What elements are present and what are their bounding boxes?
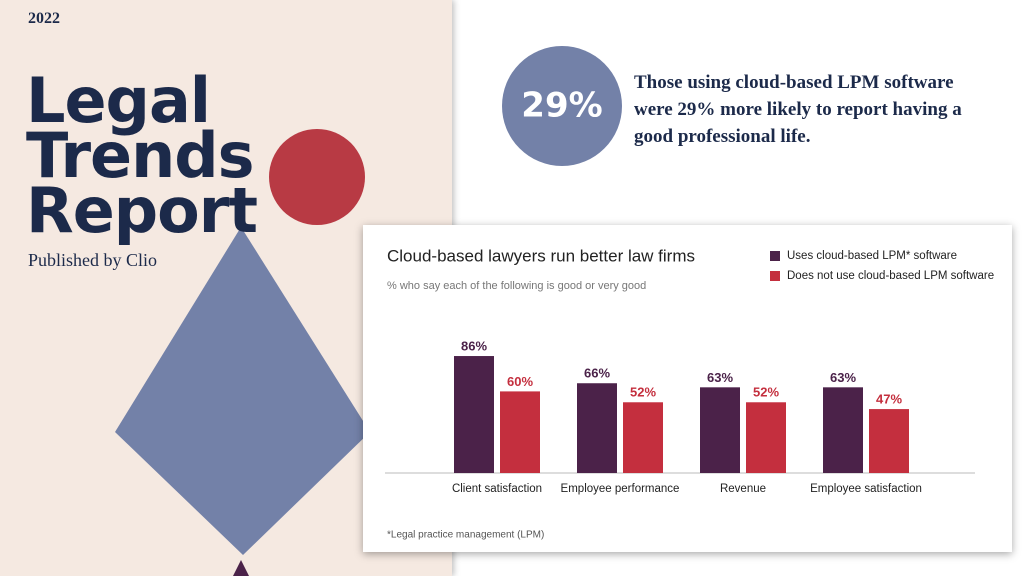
value-label: 63% [707, 370, 733, 385]
footnote: *Legal practice management (LPM) [387, 530, 544, 541]
x-tick-label: Revenue [720, 483, 766, 495]
x-tick-label: Employee performance [561, 483, 680, 495]
value-label: 47% [876, 392, 902, 407]
chart-subtitle: % who say each of the following is good … [387, 280, 646, 292]
bar [500, 391, 540, 473]
legend-swatch [770, 251, 780, 261]
chart: Cloud-based lawyers run better law firms… [385, 246, 994, 541]
title-line: Trends [26, 119, 255, 192]
value-label: 86% [461, 338, 487, 353]
bar [623, 402, 663, 473]
legend-label: Does not use cloud-based LPM software [787, 270, 994, 282]
x-tick-label: Employee satisfaction [810, 483, 922, 495]
value-label: 66% [584, 366, 610, 381]
x-tick-label: Client satisfaction [452, 483, 542, 495]
title-line: Legal [26, 64, 211, 137]
callout-text: Those using cloud-based LPM software wer… [634, 72, 962, 147]
publisher: Published by Clio [28, 250, 158, 270]
bar [746, 402, 786, 473]
title-line: Report [26, 174, 258, 247]
year: 2022 [28, 10, 60, 27]
cover-art [115, 129, 370, 576]
stat-badge: 29% [502, 46, 622, 166]
red-circle [269, 129, 365, 225]
legend-label: Uses cloud-based LPM* software [787, 250, 957, 262]
bar [823, 387, 863, 473]
bar [869, 409, 909, 473]
stat-circle [502, 46, 622, 166]
value-label: 52% [630, 385, 656, 400]
value-label: 60% [507, 374, 533, 389]
chart-title: Cloud-based lawyers run better law firms [387, 246, 695, 265]
value-label: 63% [830, 370, 856, 385]
value-label: 52% [753, 385, 779, 400]
triangle [233, 560, 249, 576]
legend-swatch [770, 271, 780, 281]
bar [577, 383, 617, 473]
chart-card: Cloud-based lawyers run better law firms… [363, 225, 1012, 552]
bar [700, 387, 740, 473]
bar [454, 356, 494, 473]
stat: 29% [521, 86, 602, 126]
diamond [115, 227, 370, 555]
